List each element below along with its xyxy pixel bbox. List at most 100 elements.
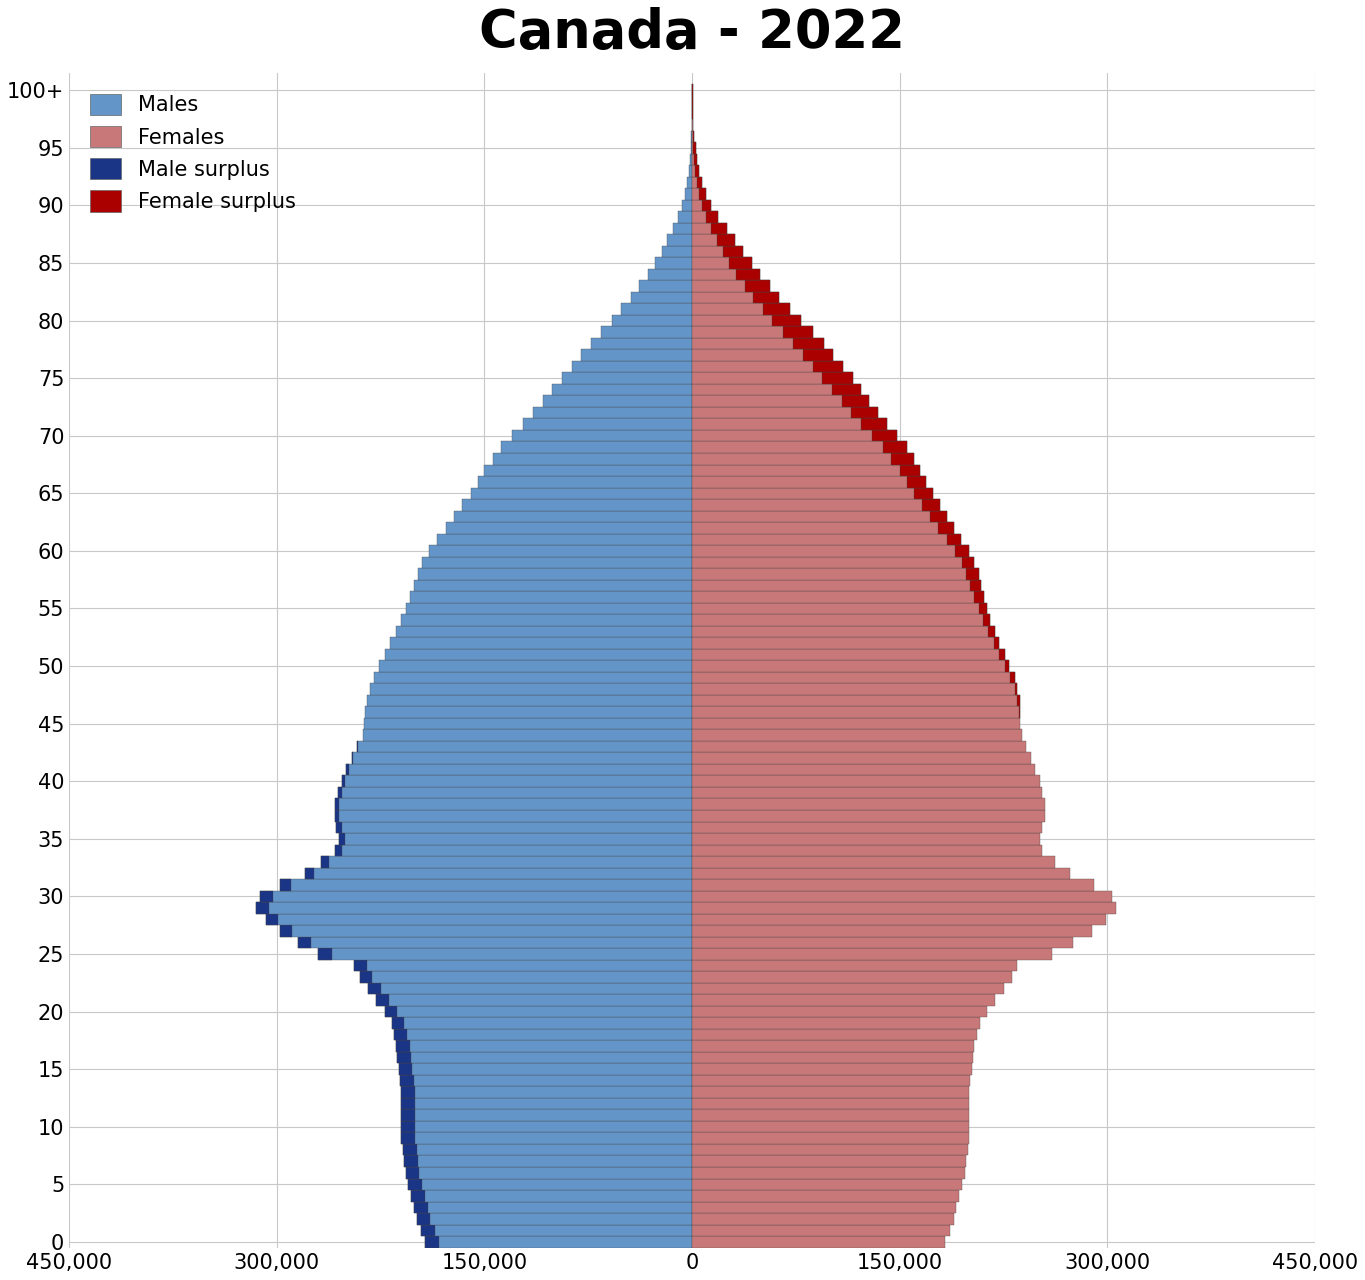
Bar bbox=[280, 925, 292, 937]
Bar bbox=[339, 833, 344, 845]
Bar bbox=[339, 833, 692, 845]
Bar bbox=[394, 1029, 407, 1041]
Bar bbox=[692, 845, 1043, 856]
Bar bbox=[401, 1110, 415, 1121]
Bar bbox=[763, 303, 790, 315]
Bar bbox=[692, 1075, 971, 1087]
Bar bbox=[370, 684, 692, 695]
Bar bbox=[793, 338, 823, 349]
Bar bbox=[988, 626, 995, 637]
Bar bbox=[334, 845, 341, 856]
Bar bbox=[341, 776, 692, 787]
Bar bbox=[572, 361, 692, 372]
Bar bbox=[334, 810, 692, 822]
Bar bbox=[655, 257, 692, 269]
Bar bbox=[543, 396, 692, 407]
Bar bbox=[414, 1202, 427, 1213]
Bar bbox=[336, 822, 692, 833]
Bar bbox=[692, 223, 726, 234]
Bar bbox=[358, 741, 692, 753]
Bar bbox=[692, 1236, 946, 1248]
Bar bbox=[493, 453, 692, 465]
Bar bbox=[692, 776, 1040, 787]
Bar bbox=[692, 626, 995, 637]
Bar bbox=[692, 534, 961, 545]
Bar bbox=[261, 891, 692, 902]
Bar bbox=[1018, 707, 1020, 718]
Bar bbox=[692, 983, 1003, 995]
Bar bbox=[692, 292, 779, 303]
Bar bbox=[396, 1041, 692, 1052]
Bar bbox=[692, 430, 897, 442]
Bar bbox=[692, 419, 887, 430]
Bar bbox=[360, 972, 692, 983]
Bar bbox=[753, 292, 779, 303]
Bar bbox=[662, 246, 692, 257]
Bar bbox=[420, 1225, 692, 1236]
Bar bbox=[930, 511, 947, 522]
Bar bbox=[692, 246, 744, 257]
Bar bbox=[321, 856, 329, 868]
Bar bbox=[403, 1144, 692, 1156]
Bar bbox=[955, 545, 969, 557]
Bar bbox=[408, 1179, 422, 1190]
Bar bbox=[994, 637, 999, 649]
Bar bbox=[692, 707, 1020, 718]
Bar bbox=[692, 488, 932, 499]
Bar bbox=[280, 879, 291, 891]
Bar bbox=[352, 753, 692, 764]
Bar bbox=[446, 522, 692, 534]
Bar bbox=[692, 695, 1020, 707]
Bar bbox=[334, 845, 692, 856]
Bar bbox=[692, 1144, 968, 1156]
Bar bbox=[722, 246, 744, 257]
Bar bbox=[280, 879, 692, 891]
Bar bbox=[692, 119, 693, 131]
Bar bbox=[699, 188, 706, 200]
Bar bbox=[1014, 684, 1017, 695]
Bar bbox=[692, 499, 940, 511]
Bar bbox=[678, 211, 692, 223]
Bar bbox=[667, 234, 692, 246]
Bar bbox=[377, 995, 389, 1006]
Bar bbox=[906, 476, 925, 488]
Bar bbox=[400, 1075, 692, 1087]
Bar bbox=[261, 891, 273, 902]
Bar bbox=[842, 396, 870, 407]
Bar bbox=[318, 948, 332, 960]
Bar bbox=[400, 1075, 414, 1087]
Bar bbox=[399, 1064, 412, 1075]
Bar bbox=[900, 465, 920, 476]
Bar bbox=[673, 223, 692, 234]
Bar bbox=[369, 983, 692, 995]
Bar bbox=[971, 580, 981, 591]
Bar bbox=[418, 568, 692, 580]
Bar bbox=[702, 200, 711, 211]
Bar bbox=[429, 545, 692, 557]
Bar bbox=[352, 753, 354, 764]
Bar bbox=[318, 948, 692, 960]
Bar bbox=[717, 234, 734, 246]
Bar bbox=[692, 372, 853, 384]
Bar bbox=[692, 177, 702, 188]
Bar bbox=[532, 407, 692, 419]
Bar bbox=[999, 649, 1005, 660]
Bar bbox=[401, 1121, 692, 1133]
Bar bbox=[692, 753, 1031, 764]
Bar bbox=[692, 730, 1021, 741]
Bar bbox=[392, 1018, 692, 1029]
Bar bbox=[347, 764, 692, 776]
Bar bbox=[280, 925, 692, 937]
Bar bbox=[523, 419, 692, 430]
Bar bbox=[692, 142, 696, 154]
Bar bbox=[692, 1167, 965, 1179]
Bar bbox=[601, 326, 692, 338]
Bar bbox=[692, 787, 1043, 799]
Bar bbox=[692, 580, 981, 591]
Bar bbox=[947, 534, 961, 545]
Bar bbox=[337, 787, 341, 799]
Bar bbox=[692, 476, 925, 488]
Bar bbox=[396, 1041, 410, 1052]
Bar bbox=[367, 695, 692, 707]
Bar bbox=[692, 891, 1111, 902]
